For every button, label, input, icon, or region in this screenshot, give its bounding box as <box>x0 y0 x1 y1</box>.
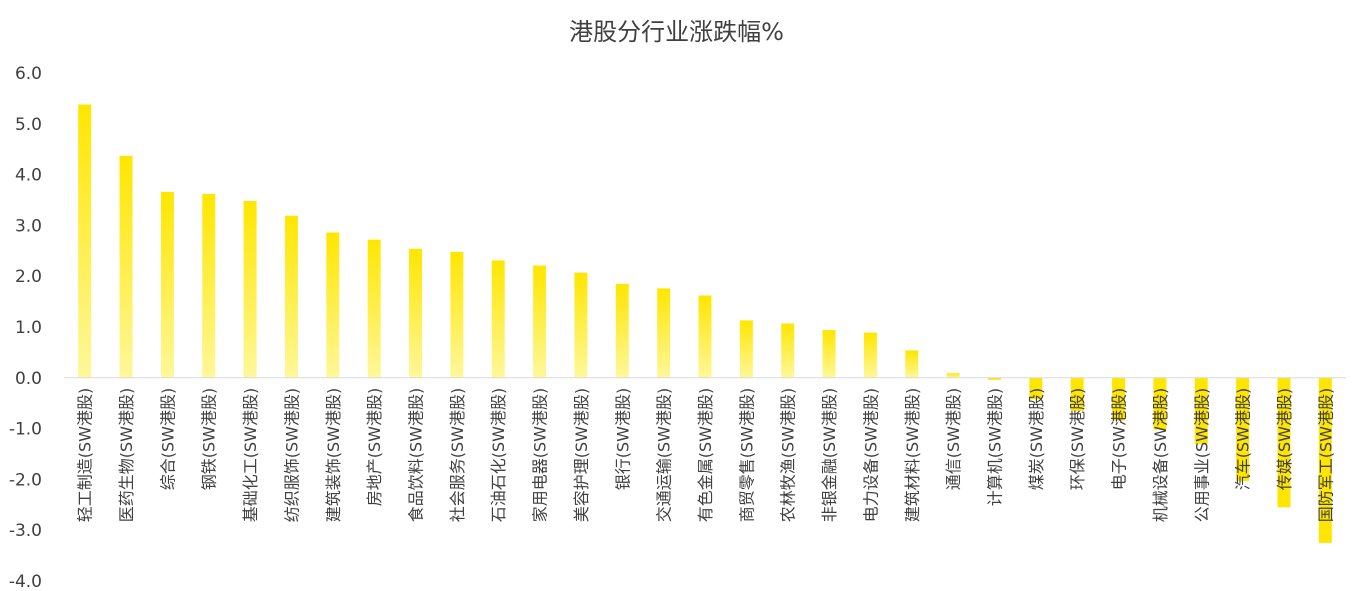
x-tick-label: 农林牧渔(SW港股) <box>779 388 798 522</box>
x-tick-label: 医药生物(SW港股) <box>117 388 136 522</box>
x-tick-label: 汽车(SW港股) <box>1234 388 1253 490</box>
x-tick-label: 机械设备(SW港股) <box>1151 388 1170 522</box>
y-tick-label: 1.0 <box>15 318 42 338</box>
y-tick-label: -3.0 <box>9 521 42 541</box>
y-tick-label: 4.0 <box>15 166 42 186</box>
bar <box>78 104 92 378</box>
x-tick-label: 传媒(SW港股) <box>1275 388 1294 490</box>
y-tick-label: 3.0 <box>15 216 42 236</box>
bar <box>615 283 629 378</box>
bar <box>450 251 464 378</box>
x-tick-label: 国防军工(SW港股) <box>1316 388 1335 522</box>
bar <box>491 260 505 378</box>
x-tick-label: 综合(SW港股) <box>158 388 177 490</box>
bar <box>367 239 381 378</box>
x-tick-label: 非银金融(SW港股) <box>820 388 839 522</box>
bar <box>409 248 423 378</box>
bar <box>987 377 1001 380</box>
x-axis: 轻工制造(SW港股) 医药生物(SW港股) 综合(SW港股) 钢铁(SW港股) 基础化工… <box>76 388 1336 522</box>
x-tick-label: 美容护理(SW港股) <box>572 388 591 522</box>
x-tick-label: 交通运输(SW港股) <box>655 388 674 522</box>
bar <box>202 193 216 378</box>
y-axis: 6.0 5.0 4.0 3.0 2.0 1.0 0.0 -1.0 -2.0 -3.0 -4.0 <box>9 64 42 591</box>
y-tick-label: 0.0 <box>15 369 42 389</box>
bar <box>243 201 257 378</box>
y-tick-label: -1.0 <box>9 420 42 440</box>
x-tick-label: 环保(SW港股) <box>1068 388 1087 490</box>
bar <box>698 295 712 378</box>
bar <box>739 320 753 378</box>
x-tick-label: 公用事业(SW港股) <box>1192 388 1211 522</box>
y-tick-label: -4.0 <box>9 572 42 591</box>
x-tick-label: 建筑材料(SW港股) <box>903 388 922 522</box>
y-tick-label: -2.0 <box>9 470 42 490</box>
x-tick-label: 食品饮料(SW港股) <box>407 388 426 522</box>
bar <box>574 272 588 378</box>
x-tick-label: 房地产(SW港股) <box>365 388 384 506</box>
x-tick-label: 煤炭(SW港股) <box>1027 388 1046 490</box>
x-tick-label: 计算机(SW港股) <box>985 388 1004 506</box>
x-tick-label: 社会服务(SW港股) <box>448 388 467 522</box>
bar <box>1070 377 1084 411</box>
bar <box>160 191 174 378</box>
x-tick-label: 电力设备(SW港股) <box>861 388 880 522</box>
y-tick-label: 6.0 <box>15 64 42 84</box>
bar <box>533 265 547 378</box>
x-tick-label: 商贸零售(SW港股) <box>737 388 756 522</box>
bar-series <box>78 104 1332 543</box>
bar <box>946 373 960 378</box>
bar <box>863 332 877 378</box>
bar <box>1318 377 1332 543</box>
y-tick-label: 5.0 <box>15 115 42 135</box>
x-tick-label: 银行(SW港股) <box>613 388 632 490</box>
x-tick-label: 钢铁(SW港股) <box>200 388 219 490</box>
x-tick-label: 通信(SW港股) <box>944 388 963 490</box>
x-tick-label: 有色金属(SW港股) <box>696 388 715 522</box>
bar <box>284 215 298 378</box>
x-tick-label: 石油石化(SW港股) <box>489 388 508 522</box>
x-tick-label: 基础化工(SW港股) <box>241 388 260 522</box>
bar <box>905 350 919 378</box>
bar <box>657 288 671 378</box>
x-tick-label: 轻工制造(SW港股) <box>76 388 95 522</box>
bar <box>1236 377 1250 481</box>
bar <box>1153 377 1167 430</box>
bar <box>1029 377 1043 400</box>
chart-title: 港股分行业涨跌幅% <box>569 18 784 46</box>
x-tick-label: 电子(SW港股) <box>1110 388 1129 490</box>
y-tick-label: 2.0 <box>15 267 42 287</box>
x-tick-label: 纺织服饰(SW港股) <box>282 388 301 522</box>
bar <box>822 330 836 378</box>
bar <box>326 232 340 378</box>
x-tick-label: 家用电器(SW港股) <box>531 388 550 522</box>
x-tick-label: 建筑装饰(SW港股) <box>324 388 343 522</box>
bar <box>781 323 795 378</box>
bar <box>1112 377 1126 421</box>
bar <box>119 155 133 378</box>
bar <box>1277 377 1291 508</box>
bar <box>1194 377 1208 444</box>
